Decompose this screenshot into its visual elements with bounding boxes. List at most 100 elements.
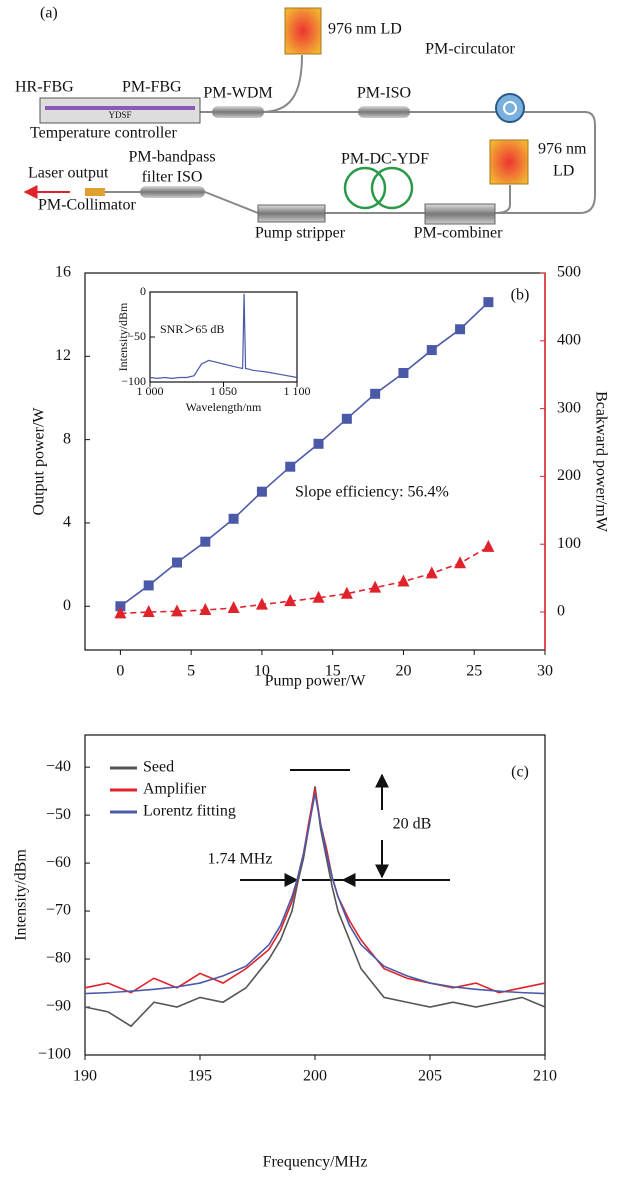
component-label: PM-Collimator <box>38 197 136 214</box>
component-label: PM-WDM <box>203 85 272 102</box>
data-point <box>397 574 410 587</box>
data-point <box>256 486 267 497</box>
y-tick-label: 0 <box>63 597 71 614</box>
component-label: Temperature controller <box>30 125 177 142</box>
y-tick-label: −50 <box>46 806 71 823</box>
component-label: Laser output <box>28 165 109 182</box>
collimator <box>85 188 105 196</box>
y-axis-label: Output power/W <box>31 407 48 516</box>
data-point <box>115 601 126 612</box>
y-tick-label: −80 <box>46 950 71 967</box>
y-tick-label: −60 <box>46 854 71 871</box>
inset-background <box>150 292 297 382</box>
x-tick-label: 30 <box>537 663 553 680</box>
annotation: 1.74 MHz <box>208 851 273 868</box>
x-tick-label: 1 100 <box>284 384 311 398</box>
y-tick-label: 4 <box>63 514 71 531</box>
data-point <box>255 597 268 610</box>
data-point <box>425 566 438 579</box>
data-point <box>454 556 467 569</box>
x-tick-label: 5 <box>187 663 195 680</box>
y2-tick-label: 300 <box>557 399 581 416</box>
y2-tick-label: 200 <box>557 467 581 484</box>
y-tick-label: −100 <box>38 1046 71 1063</box>
x-axis-label: Wavelength/nm <box>186 400 262 414</box>
data-point <box>172 557 182 568</box>
wdm <box>212 106 264 118</box>
fiber-coil <box>343 166 387 210</box>
annotation-arrows <box>204 295 450 887</box>
x-tick-label: 195 <box>188 1068 212 1085</box>
component-label: PM-ISO <box>357 85 411 102</box>
pump-stripper <box>257 204 326 223</box>
y-tick-label: 12 <box>55 347 71 364</box>
component-label: filter ISO <box>142 169 203 186</box>
component-label: Pump stripper <box>255 225 346 242</box>
y2-tick-label: 0 <box>557 603 565 620</box>
data-point <box>143 580 154 591</box>
fiber <box>261 54 303 113</box>
x-tick-label: 210 <box>533 1068 557 1085</box>
data-point <box>426 345 437 356</box>
component-label: 976 nm LD <box>328 21 402 38</box>
data-point <box>114 606 127 619</box>
data-point <box>228 513 239 524</box>
y2-tick-label: 100 <box>557 535 581 552</box>
laser-diode <box>489 139 529 185</box>
x-tick-label: 200 <box>303 1068 327 1085</box>
data-point <box>199 602 212 615</box>
data-point <box>341 413 352 424</box>
laser-diode <box>284 7 322 55</box>
data-point <box>370 388 381 399</box>
y-axis-label: Intensity/dBm <box>116 302 130 371</box>
component-label: PM-circulator <box>425 41 515 58</box>
temperature-controller <box>39 97 201 124</box>
data-point <box>312 590 325 603</box>
isolator <box>358 106 410 118</box>
data-point <box>142 605 155 618</box>
y2-tick-label: 500 <box>557 264 581 281</box>
legend-label: Seed <box>143 759 174 776</box>
data-point <box>483 297 494 308</box>
annotation: SNR＞65 dB <box>160 322 224 336</box>
x-tick-label: 190 <box>73 1068 97 1085</box>
data-point <box>369 580 382 593</box>
component-label: PM-combiner <box>414 225 504 242</box>
annotation: (c) <box>511 764 529 781</box>
panel-label: (a) <box>40 5 58 22</box>
fiber-coil <box>370 166 414 210</box>
circulator <box>503 101 517 115</box>
setup-diagram: (a) 976 nm LD PM-circulator HR-FBG PM-FB… <box>15 5 596 242</box>
data-point <box>227 600 240 613</box>
bandpass-filter <box>140 186 205 198</box>
x-tick-label: 10 <box>254 663 270 680</box>
data-point <box>200 536 211 547</box>
data-point <box>455 324 466 335</box>
series-line <box>84 793 546 995</box>
legend-label: Amplifier <box>143 781 207 798</box>
y-tick-label: 0 <box>140 284 146 298</box>
legend-label: Lorentz fitting <box>143 803 236 820</box>
component-label: PM-bandpass <box>128 149 215 166</box>
y-tick-label: 16 <box>55 264 71 281</box>
y-tick-label: −50 <box>127 329 146 343</box>
annotation: Slope efficiency: 56.4% <box>295 484 449 501</box>
component-label: YDSF <box>108 110 131 120</box>
series-line <box>120 546 489 615</box>
component-label: LD <box>553 163 574 180</box>
data-point <box>171 604 183 617</box>
y-tick-label: −40 <box>46 758 71 775</box>
x-tick-label: 20 <box>395 663 411 680</box>
data-point <box>313 438 324 449</box>
x-tick-label: 15 <box>325 663 341 680</box>
annotation: (b) <box>511 287 530 304</box>
fiber <box>495 111 596 214</box>
series-line <box>84 786 546 1028</box>
component-label: PM-FBG <box>122 79 182 96</box>
y-axis-label: Intensity/dBm <box>13 849 30 941</box>
fiber <box>494 185 511 214</box>
data-point <box>340 586 353 599</box>
series-line <box>149 293 298 380</box>
